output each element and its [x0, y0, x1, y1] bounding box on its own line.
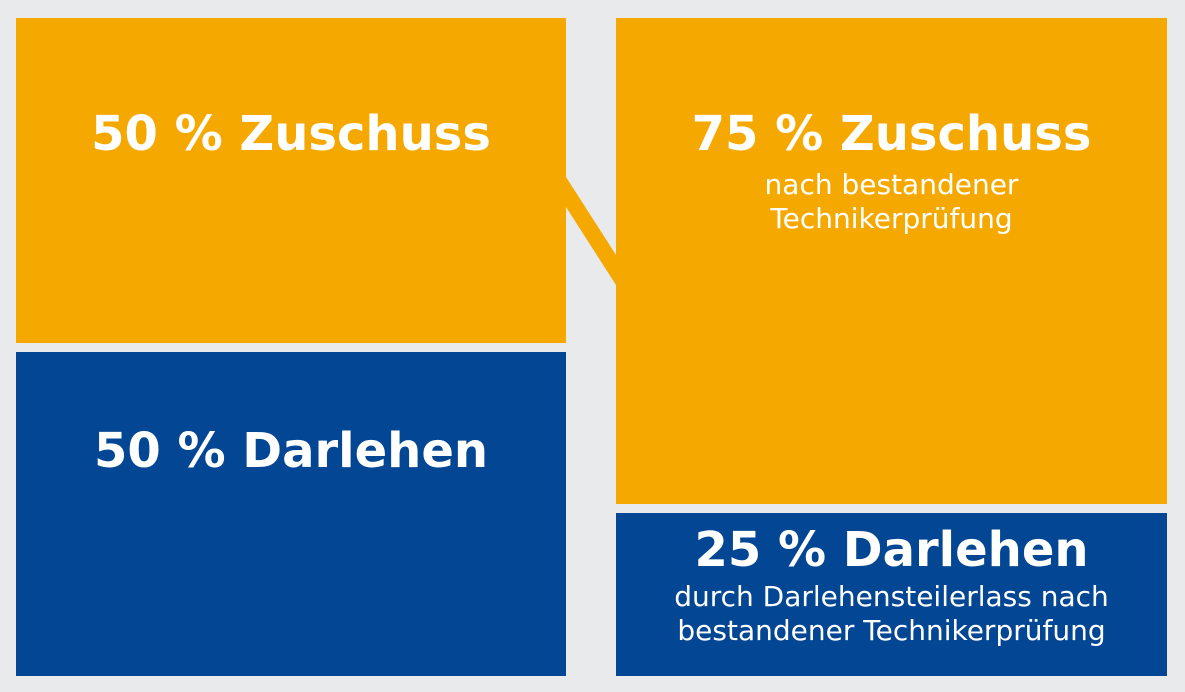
right-darlehen-note-line2: bestandener Technikerprüfung [677, 614, 1106, 647]
right-zuschuss-block: 75 % Zuschuss nach bestandener Techniker… [616, 18, 1167, 504]
right-zuschuss-title: 75 % Zuschuss [691, 106, 1092, 162]
left-darlehen-title: 50 % Darlehen [93, 423, 489, 479]
left-zuschuss-block: 50 % Zuschuss [16, 18, 566, 343]
left-zuschuss-title: 50 % Zuschuss [91, 106, 491, 162]
right-darlehen-block: 25 % Darlehen durch Darlehensteilerlass … [616, 513, 1167, 676]
right-zuschuss-note-line2: Technikerprüfung [770, 202, 1013, 235]
right-darlehen-note-line1: durch Darlehensteilerlass nach [674, 580, 1109, 613]
right-zuschuss-note-line1: nach bestandener [764, 168, 1019, 201]
left-darlehen-block: 50 % Darlehen [16, 352, 566, 676]
right-darlehen-title: 25 % Darlehen [694, 522, 1089, 578]
